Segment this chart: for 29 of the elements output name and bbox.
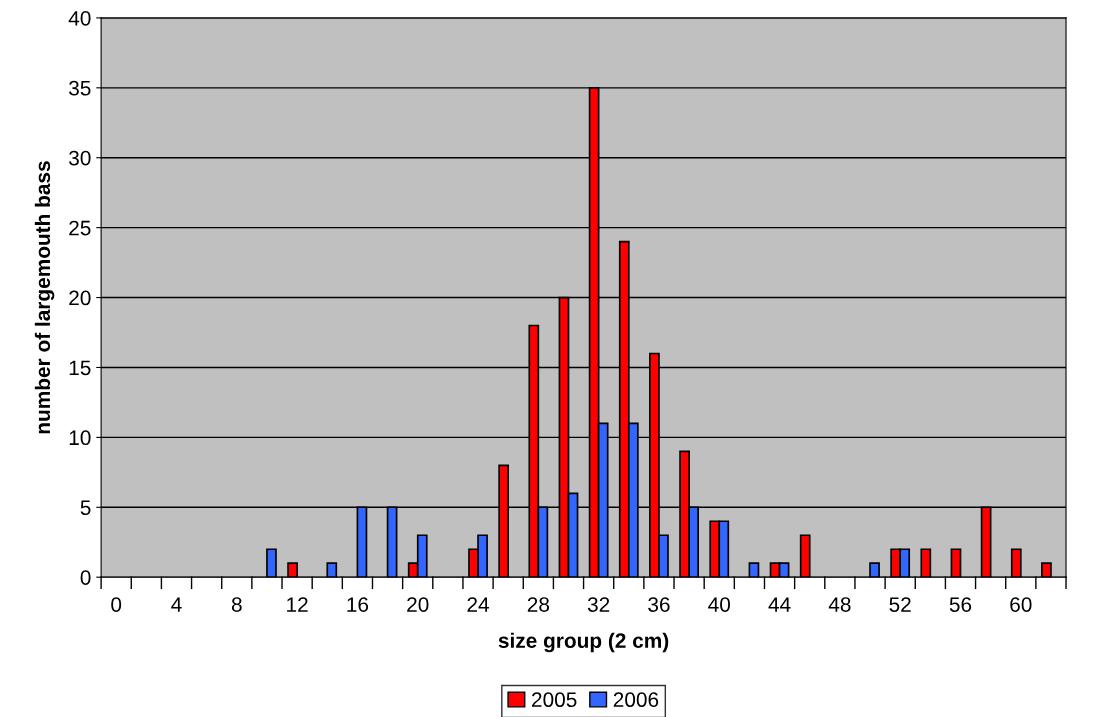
x-tick-label: 56 (949, 597, 972, 612)
x-tick-label: 60 (1010, 597, 1032, 612)
x-tick-label: 20 (407, 597, 429, 612)
y-tick-label: 35 (69, 80, 91, 96)
y-tick-label: 5 (80, 500, 91, 516)
y-tick-label: 40 (68, 10, 91, 26)
x-tick-label: 52 (889, 597, 911, 612)
x-tick-label: 0 (111, 597, 122, 612)
x-tick-label: 40 (708, 597, 731, 612)
x-tick-label: 36 (648, 597, 670, 612)
x-tick-label: 32 (587, 597, 610, 612)
y-tick-label: 25 (69, 220, 91, 236)
legend-label: 2005 (532, 692, 577, 708)
x-tick-label: 44 (768, 597, 791, 612)
x-tick-label: 4 (171, 597, 182, 612)
x-tick-label: 8 (231, 597, 242, 612)
x-tick-label: 28 (527, 597, 550, 612)
y-tick-label: 15 (69, 360, 91, 376)
x-tick-label: 12 (287, 597, 308, 612)
x-tick-label: 16 (347, 597, 369, 612)
y-tick-label: 0 (80, 570, 91, 585)
y-axis-title: number of largemouth bass (34, 161, 55, 434)
y-tick-label: 30 (69, 150, 91, 166)
x-axis-title: size group (2 cm) (498, 632, 669, 653)
y-tick-label: 10 (69, 430, 91, 446)
y-tick-label: 20 (69, 290, 91, 306)
x-tick-label: 48 (828, 597, 851, 612)
x-tick-label: 24 (467, 597, 490, 612)
legend-label: 2006 (613, 692, 659, 708)
